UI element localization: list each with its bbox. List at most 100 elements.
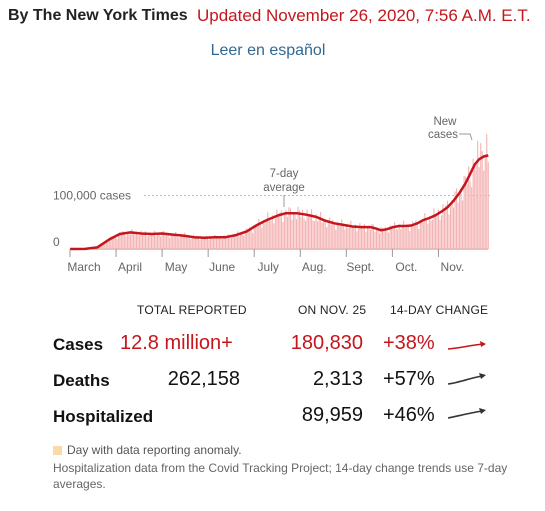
hospitalized-change: +46% [383, 404, 435, 426]
updated-timestamp: Updated November 26, 2020, 7:56 A.M. E.T… [197, 6, 531, 25]
bar [369, 229, 372, 249]
bar [363, 224, 365, 249]
bar [157, 234, 159, 249]
bar [228, 234, 230, 249]
bar [279, 212, 281, 249]
bar [404, 228, 406, 249]
bar [273, 223, 275, 249]
bar [333, 223, 335, 249]
bar [440, 215, 443, 249]
bar [401, 225, 403, 249]
bar [389, 225, 391, 249]
bar [311, 209, 313, 249]
annotation-avg-line2: average [263, 182, 305, 194]
bar [345, 223, 347, 249]
bar [329, 217, 331, 249]
bar [164, 235, 166, 249]
bar [306, 209, 308, 249]
bar [179, 234, 181, 249]
bar [158, 233, 160, 249]
bar [412, 221, 414, 249]
bar [128, 233, 130, 249]
bar [474, 166, 476, 249]
bar [280, 210, 282, 249]
row-label: Cases [53, 335, 104, 354]
deaths-day: 2,313 [312, 368, 363, 390]
bar [129, 234, 131, 249]
bar [255, 224, 257, 249]
bar [442, 204, 444, 249]
bar [134, 234, 136, 249]
bar [300, 216, 302, 249]
bar [188, 235, 190, 249]
bar [312, 220, 314, 249]
bar [385, 226, 387, 249]
bar [237, 231, 239, 249]
bar [459, 190, 461, 249]
annotation-avg: 7-day average [263, 168, 305, 207]
bar [350, 220, 352, 249]
spanish-link[interactable]: Leer en español [210, 42, 326, 59]
bar [445, 205, 447, 249]
bar [415, 220, 417, 249]
bar [194, 237, 196, 249]
bar [480, 143, 482, 249]
bar [182, 236, 184, 249]
bar [341, 219, 343, 249]
bar [215, 236, 218, 249]
bar [298, 210, 301, 249]
bar [110, 236, 112, 249]
bar [166, 232, 168, 249]
bar [318, 216, 320, 249]
bar [418, 228, 420, 249]
bar [409, 231, 411, 249]
bar [246, 228, 248, 249]
avg-line [69, 154, 489, 251]
bar [119, 232, 121, 249]
deaths-total: 262,158 [167, 368, 240, 390]
bar [138, 235, 141, 249]
bar [326, 227, 328, 249]
bar [102, 243, 104, 249]
bar [392, 227, 394, 249]
bar [430, 220, 432, 249]
bar [131, 228, 133, 249]
row-label: Deaths [53, 371, 110, 390]
bar [267, 212, 269, 249]
bar [265, 221, 267, 249]
bar [101, 243, 103, 249]
annotation-new-leader [459, 133, 473, 141]
bar [366, 228, 369, 249]
bar [277, 216, 279, 249]
bar [475, 163, 477, 249]
bar [406, 226, 408, 249]
annotation-avg-line1: 7-day [270, 168, 299, 180]
bar [362, 225, 364, 249]
x-tick-label: May [165, 260, 188, 274]
bar [288, 207, 290, 249]
bar [386, 231, 388, 249]
x-tick-label: Sept. [346, 260, 374, 274]
x-axis: March April May June July Aug. Sept. Oct. Nov. [67, 249, 464, 274]
bar [274, 218, 276, 249]
bar [261, 227, 263, 249]
bar [342, 224, 344, 249]
bar [416, 222, 418, 249]
bar [163, 230, 165, 249]
bar [295, 219, 298, 249]
bar [132, 231, 134, 249]
bar [203, 238, 205, 249]
bar [146, 236, 148, 249]
x-tick-label: June [209, 260, 235, 274]
bar [336, 222, 338, 249]
cases-change: +38% [383, 332, 435, 354]
bar [359, 223, 361, 249]
bar [481, 151, 483, 249]
bar [282, 222, 284, 249]
y-tick-100k: 100,000 cases [53, 189, 131, 203]
bar [463, 175, 465, 249]
bar [197, 236, 199, 249]
bar [382, 228, 384, 249]
legend-anomaly: Day with data reporting anomaly. [53, 443, 242, 457]
bar [403, 220, 405, 249]
